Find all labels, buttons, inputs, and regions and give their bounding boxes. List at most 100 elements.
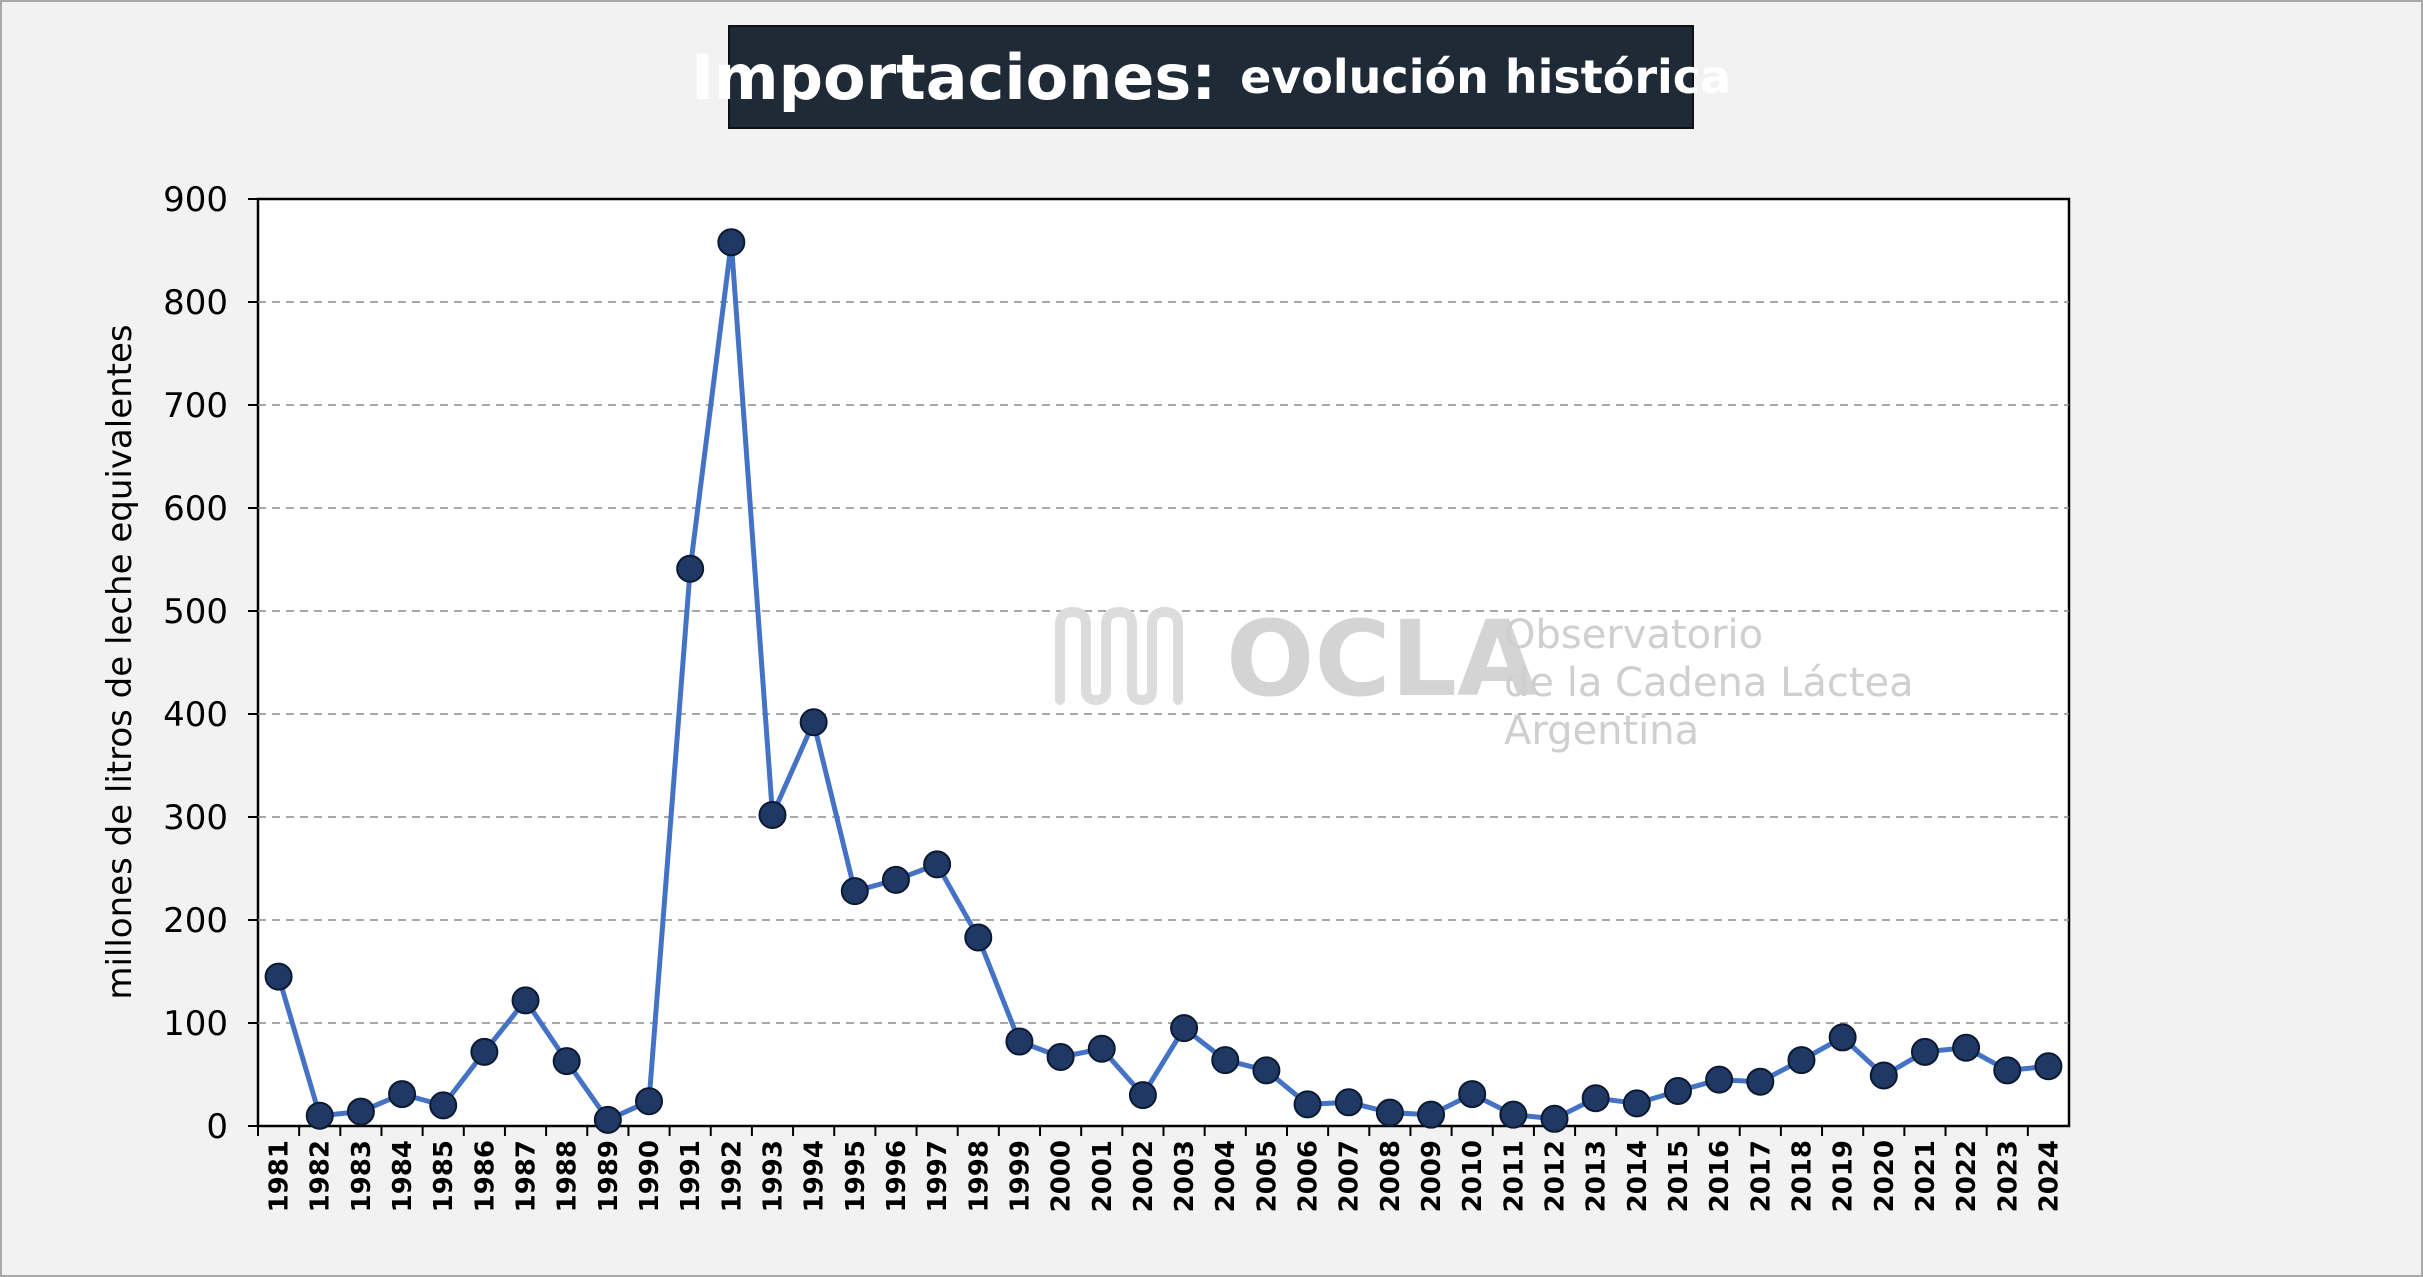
- data-point: [840, 877, 869, 906]
- x-tick-label: 2023: [1993, 1140, 2023, 1212]
- x-tick-label: 2003: [1170, 1140, 1200, 1212]
- data-point: [346, 1097, 375, 1126]
- data-point: [1787, 1046, 1816, 1075]
- y-tick-label: 600: [163, 489, 228, 529]
- data-point: [1334, 1088, 1363, 1117]
- x-tick-label: 1988: [553, 1140, 583, 1212]
- x-tick-label: 2005: [1252, 1140, 1282, 1212]
- data-point: [470, 1037, 499, 1066]
- y-axis-ticks: 0 100 200 300 400 500 600 700 800 900: [163, 180, 258, 1147]
- x-tick-label: 1992: [717, 1140, 747, 1212]
- x-tick-label: 2008: [1376, 1140, 1406, 1212]
- x-tick-label: 2012: [1541, 1140, 1571, 1212]
- x-tick-label: 1981: [265, 1140, 295, 1212]
- x-tick-label: 1985: [429, 1140, 459, 1212]
- x-tick-label: 1994: [800, 1140, 830, 1212]
- y-tick-label: 300: [163, 798, 228, 838]
- watermark: OCLA Observatorio de la Cadena Láctea Ar…: [1055, 598, 1914, 754]
- chart-title-main: Importaciones:: [690, 40, 1217, 114]
- x-tick-label: 2020: [1870, 1140, 1900, 1212]
- watermark-logo-text: OCLA: [1226, 598, 1538, 720]
- x-tick-label: 2013: [1582, 1140, 1612, 1212]
- x-tick-label: 2004: [1211, 1140, 1241, 1212]
- x-tick-label: 1997: [923, 1140, 953, 1212]
- data-point: [1005, 1027, 1034, 1056]
- data-point: [1746, 1067, 1775, 1096]
- data-point: [511, 986, 540, 1015]
- x-tick-label: 1984: [388, 1140, 418, 1212]
- y-tick-label: 100: [163, 1004, 228, 1044]
- data-point: [1540, 1104, 1569, 1133]
- x-tick-label: 1982: [306, 1140, 336, 1212]
- data-point: [2034, 1052, 2063, 1081]
- y-tick-label: 400: [163, 695, 228, 735]
- x-tick-label: 2024: [2034, 1140, 2064, 1212]
- x-tick-label: 1987: [512, 1140, 542, 1212]
- data-point: [1705, 1065, 1734, 1094]
- data-point: [1581, 1084, 1610, 1113]
- data-point: [1499, 1100, 1528, 1129]
- y-tick-label: 200: [163, 901, 228, 941]
- x-tick-label: 2007: [1335, 1140, 1365, 1212]
- data-point: [964, 923, 993, 952]
- data-point: [635, 1087, 664, 1116]
- x-tick-label: 1995: [841, 1140, 871, 1212]
- x-tick-label: 2010: [1458, 1140, 1488, 1212]
- x-tick-label: 1998: [964, 1140, 994, 1212]
- x-tick-label: 1990: [635, 1140, 665, 1212]
- data-point: [1622, 1089, 1651, 1118]
- data-point: [1211, 1046, 1240, 1075]
- chart-title-box: Importaciones: evolución histórica: [691, 25, 1731, 129]
- x-tick-label: 2002: [1129, 1140, 1159, 1212]
- y-tick-label: 700: [163, 386, 228, 426]
- data-point: [1663, 1076, 1692, 1105]
- data-point: [552, 1047, 581, 1076]
- watermark-line-1: Observatorio: [1504, 612, 1763, 658]
- data-point: [264, 962, 293, 991]
- data-point: [1087, 1034, 1116, 1063]
- x-tick-label: 2000: [1047, 1140, 1077, 1212]
- data-point: [388, 1080, 417, 1109]
- y-tick-label: 900: [163, 180, 228, 220]
- data-point: [881, 865, 910, 894]
- data-point: [717, 228, 746, 257]
- x-tick-label: 1996: [882, 1140, 912, 1212]
- data-point: [1375, 1098, 1404, 1127]
- data-point: [1828, 1023, 1857, 1052]
- watermark-line-2: de la Cadena Láctea: [1504, 660, 1914, 706]
- gridlines: [258, 301, 2069, 1024]
- data-point: [1458, 1080, 1487, 1109]
- x-axis-ticks: 1981 1982 1983 1984 1985 1986 1987 1988 1989 1990…: [257, 1126, 2064, 1212]
- data-point: [1128, 1081, 1157, 1110]
- x-tick-label: 2021: [1911, 1140, 1941, 1212]
- x-tick-label: 2001: [1088, 1140, 1118, 1212]
- x-tick-label: 2015: [1664, 1140, 1694, 1212]
- x-tick-label: 2019: [1829, 1140, 1859, 1212]
- x-tick-label: 2018: [1787, 1140, 1817, 1212]
- data-point: [1910, 1037, 1939, 1066]
- x-tick-label: 2009: [1417, 1140, 1447, 1212]
- watermark-logo-icon: [1055, 606, 1183, 706]
- x-tick-label: 1989: [594, 1140, 624, 1212]
- y-axis-label: millones de litros de leche equivalentes: [100, 324, 140, 999]
- x-tick-label: 2016: [1705, 1140, 1735, 1212]
- x-tick-label: 2022: [1952, 1140, 1982, 1212]
- y-tick-label: 0: [206, 1107, 228, 1147]
- data-point: [1252, 1056, 1281, 1085]
- series-group: [264, 228, 2063, 1134]
- data-point: [1417, 1100, 1446, 1129]
- data-point: [1170, 1014, 1199, 1043]
- x-tick-label: 1993: [758, 1140, 788, 1212]
- y-tick-label: 800: [163, 283, 228, 323]
- data-point: [1293, 1090, 1322, 1119]
- x-tick-label: 1991: [676, 1140, 706, 1212]
- x-tick-label: 2011: [1499, 1140, 1529, 1212]
- plot-area: [256, 197, 2071, 1128]
- chart-title-sub: evolución histórica: [1240, 50, 1732, 104]
- x-tick-label: 1983: [347, 1140, 377, 1212]
- x-tick-label: 2014: [1623, 1140, 1653, 1212]
- data-point: [758, 800, 787, 829]
- data-point: [1869, 1061, 1898, 1090]
- data-point: [429, 1091, 458, 1120]
